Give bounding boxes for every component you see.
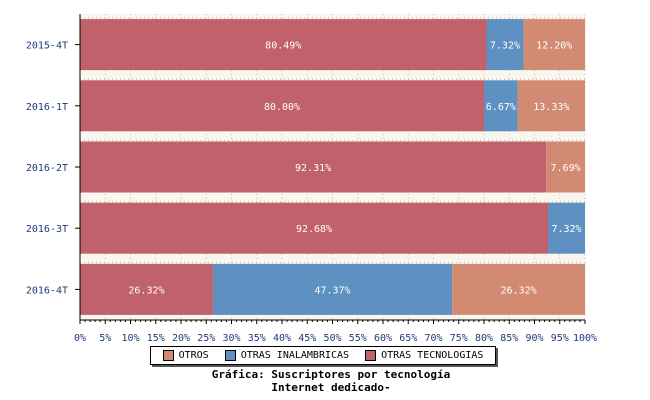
data-label: 7.69% xyxy=(551,163,581,174)
bar-segment-otras-tecnologias xyxy=(80,202,549,254)
x-tick-label: 90% xyxy=(525,333,543,344)
data-label: 12.20% xyxy=(536,41,572,52)
x-tick-label: 55% xyxy=(349,333,367,344)
category-label: 2015-4T xyxy=(26,41,68,52)
x-tick-label: 30% xyxy=(222,333,240,344)
legend-item-otras-inalambricas: OTRAS INALAMBRICAS xyxy=(224,350,350,361)
x-tick-label: 40% xyxy=(273,333,291,344)
bar-segment-otras-inalambricas xyxy=(212,263,453,315)
chart-legend: OTROS OTRAS INALAMBRICAS OTRAS TECNOLOGI… xyxy=(150,346,496,365)
x-tick-label: 95% xyxy=(551,333,569,344)
legend-swatch-otras-inalambricas xyxy=(224,350,236,361)
x-tick-label: 45% xyxy=(298,333,316,344)
stacked-bar-chart: 80.49% 7.32% 12.20% 2015-4T 80.00% 6.67% 13.33… xyxy=(26,14,597,344)
x-tick-label: 0% xyxy=(74,333,86,344)
category-label: 2016-2T xyxy=(26,163,68,174)
x-tick-label: 50% xyxy=(323,333,341,344)
bar-segment-otras-inalambricas xyxy=(484,80,518,132)
x-tick-label: 80% xyxy=(475,333,493,344)
x-tick-label: 15% xyxy=(147,333,165,344)
bar-segment-otras-inalambricas xyxy=(548,202,585,254)
data-label: 92.68% xyxy=(296,224,332,235)
caption-line-1: Gráfica: Suscriptores por tecnología xyxy=(211,368,451,381)
data-label: 7.32% xyxy=(551,224,581,235)
bar-segment-otros xyxy=(517,80,585,132)
legend-item-otros: OTROS xyxy=(162,350,209,361)
legend-label-otras-inalambricas: OTRAS INALAMBRICAS xyxy=(240,350,350,361)
legend-label-otros: OTROS xyxy=(178,350,209,361)
data-label: 26.32% xyxy=(501,285,537,296)
data-label: 92.31% xyxy=(295,163,331,174)
x-tick-label: 100% xyxy=(573,333,597,344)
data-label: 80.49% xyxy=(265,41,301,52)
category-label: 2016-1T xyxy=(26,102,68,113)
data-label: 26.32% xyxy=(128,285,164,296)
data-label: 80.00% xyxy=(264,102,300,113)
caption-line-2: Internet dedicado- xyxy=(271,381,391,394)
bar-segment-otros xyxy=(523,19,586,71)
x-tick-label: 60% xyxy=(374,333,392,344)
legend-swatch-otras-tecnologias xyxy=(365,350,377,361)
x-tick-label: 70% xyxy=(424,333,442,344)
data-label: 13.33% xyxy=(533,102,569,113)
x-tick-label: 35% xyxy=(248,333,266,344)
x-tick-label: 20% xyxy=(172,333,190,344)
bar-segment-otras-inalambricas xyxy=(486,19,524,71)
chart-caption: Gráfica: Suscriptores por tecnología Int… xyxy=(0,368,650,394)
data-label: 7.32% xyxy=(490,41,520,52)
bar-segment-otras-tecnologias xyxy=(80,263,213,315)
data-label: 47.37% xyxy=(314,285,350,296)
data-label: 6.67% xyxy=(486,102,516,113)
bar-segment-otras-tecnologias xyxy=(80,141,547,193)
x-tick-label: 10% xyxy=(121,333,139,344)
category-label: 2016-4T xyxy=(26,285,68,296)
bar-segment-otras-tecnologias xyxy=(80,19,487,71)
legend-swatch-otros xyxy=(162,350,174,361)
legend-item-otras-tecnologias: OTRAS TECNOLOGIAS xyxy=(365,350,483,361)
bar-segment-otras-tecnologias xyxy=(80,80,484,132)
category-label: 2016-3T xyxy=(26,224,68,235)
x-tick-label: 5% xyxy=(99,333,111,344)
x-tick-label: 65% xyxy=(399,333,417,344)
bar-segment-otros xyxy=(546,141,585,193)
x-tick-label: 75% xyxy=(450,333,468,344)
x-tick-label: 85% xyxy=(500,333,518,344)
x-tick-label: 25% xyxy=(197,333,215,344)
bar-segment-otros xyxy=(452,263,586,315)
legend-label-otras-tecnologias: OTRAS TECNOLOGIAS xyxy=(381,350,484,361)
